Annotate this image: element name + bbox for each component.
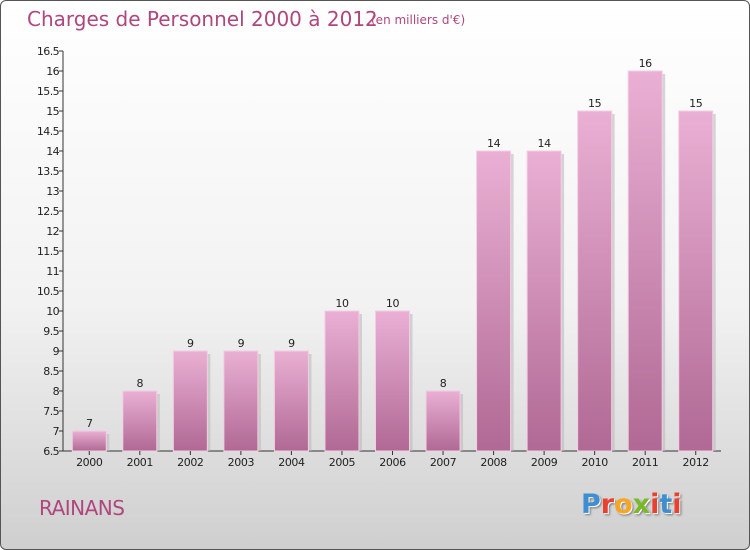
y-tick-label: 14.5 (37, 125, 60, 138)
data-label: 15 (588, 97, 602, 110)
bar-2010 (577, 110, 613, 452)
chart-subtitle: (en milliers d'€) (371, 13, 466, 27)
y-tick-label: 15 (46, 105, 59, 118)
bar-2007 (425, 390, 461, 452)
x-tick-label: 2005 (329, 456, 356, 469)
data-label: 9 (238, 337, 245, 350)
data-label: 7 (86, 417, 93, 430)
y-tick-label: 11 (46, 265, 59, 278)
y-tick-label: 14 (46, 145, 59, 158)
data-label: 10 (335, 297, 349, 310)
bar-2003 (223, 350, 259, 452)
y-tick-label: 13.5 (37, 165, 60, 178)
x-tick-label: 2002 (177, 456, 203, 469)
bar-2000 (71, 430, 107, 452)
y-tick-label: 9 (53, 345, 60, 358)
y-tick-label: 12 (46, 225, 59, 238)
y-tick-label: 8.5 (43, 365, 59, 378)
logo-letter: i (650, 489, 660, 520)
y-tick-label: 8 (53, 385, 60, 398)
bar-2002 (172, 350, 208, 452)
data-label: 15 (689, 97, 703, 110)
x-tick-label: 2009 (531, 456, 558, 469)
x-tick-label: 2010 (581, 456, 608, 469)
proxiti-logo[interactable]: Proxiti (581, 489, 682, 520)
y-tick-label: 16 (46, 65, 59, 78)
y-tick-label: 7.5 (43, 405, 59, 418)
y-tick-label: 7 (53, 425, 60, 438)
data-label: 8 (137, 377, 144, 390)
bar-2011 (627, 70, 663, 452)
y-tick-label: 13 (46, 185, 59, 198)
x-tick-label: 2000 (76, 456, 103, 469)
x-tick-label: 2006 (379, 456, 406, 469)
logo-letter: P (581, 489, 601, 520)
y-tick-label: 10.5 (37, 285, 60, 298)
y-tick-label: 16.5 (37, 45, 60, 58)
bar-2009 (526, 150, 562, 452)
data-label: 14 (487, 137, 501, 150)
x-tick-label: 2004 (278, 456, 305, 469)
logo-letter: t (659, 489, 673, 520)
y-tick-label: 12.5 (37, 205, 60, 218)
x-tick-label: 2003 (228, 456, 255, 469)
x-tick-label: 2008 (480, 456, 507, 469)
logo-letter: x (632, 489, 651, 520)
commune-name: RAINANS (39, 496, 125, 520)
y-tick-label: 10 (46, 305, 59, 318)
data-label: 9 (187, 337, 194, 350)
logo-letter: i (672, 489, 682, 520)
bar-2005 (324, 310, 360, 452)
x-tick-label: 2001 (127, 456, 153, 469)
data-label: 16 (639, 57, 653, 70)
chart-title: Charges de Personnel 2000 à 2012 (27, 7, 378, 31)
data-label: 9 (288, 337, 295, 350)
y-tick-label: 9.5 (43, 325, 59, 338)
bar-2012 (678, 110, 714, 452)
bar-2008 (476, 150, 512, 452)
bar-2004 (273, 350, 309, 452)
data-label: 8 (440, 377, 447, 390)
bar-2006 (375, 310, 410, 452)
logo-letter: o (614, 489, 633, 520)
y-tick-label: 11.5 (37, 245, 60, 258)
y-tick-label: 15.5 (37, 85, 60, 98)
data-label: 14 (538, 137, 552, 150)
y-tick-label: 6.5 (43, 445, 59, 458)
x-tick-label: 2011 (632, 456, 658, 469)
logo-letter: r (600, 489, 615, 520)
x-tick-label: 2007 (430, 456, 457, 469)
x-tick-label: 2012 (683, 456, 709, 469)
data-label: 10 (386, 297, 400, 310)
bar-2001 (122, 390, 158, 452)
